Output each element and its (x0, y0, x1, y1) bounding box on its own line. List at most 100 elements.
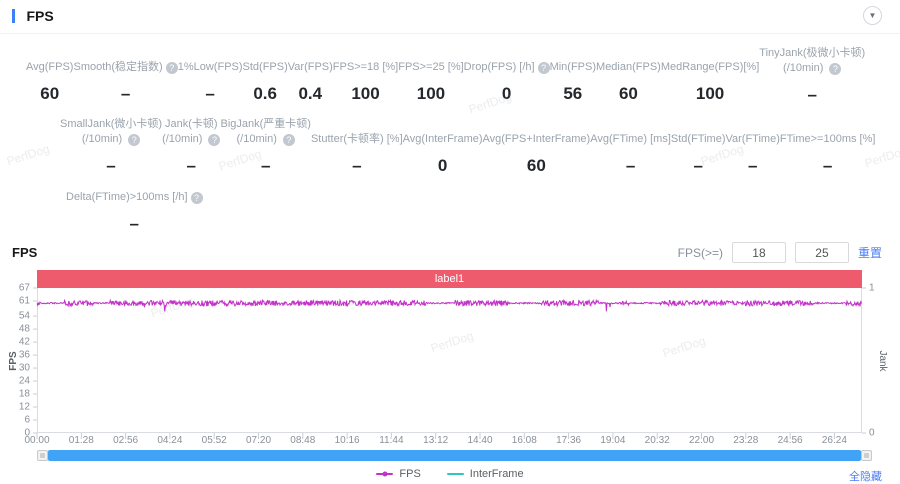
y-tick-label-right: 0 (869, 427, 875, 439)
help-icon[interactable]: ? (282, 134, 295, 147)
x-tick-label: 10:16 (334, 435, 360, 446)
x-tick-label: 04:24 (157, 435, 183, 446)
y-axis-title-jank: Jank (876, 349, 888, 372)
stat-item: Drop(FPS) [/h]? 0 (464, 46, 550, 104)
y-tick-label-right: 1 (869, 282, 875, 294)
stat-value: – (352, 156, 362, 175)
legend-marker (376, 471, 394, 477)
stat-item: BigJank(严重卡顿) (/10min) ? – (220, 114, 310, 176)
stat-label: Jank(卡顿) (/10min) ? (162, 117, 221, 147)
chart-header: FPS FPS(>=) 重置 (0, 234, 900, 267)
stat-item: Avg(FPS+InterFrame) 60 (483, 114, 591, 176)
stat-label: Smooth(稳定指数)? (73, 60, 178, 75)
legend-marker (446, 473, 464, 475)
stat-label: 1%Low(FPS) (177, 61, 243, 74)
help-icon[interactable]: ? (190, 192, 203, 205)
stat-item: Delta(FTime)>100ms [/h]? – (66, 184, 203, 234)
x-tick-label: 19:04 (600, 435, 626, 446)
y-tick-label: 30 (18, 362, 30, 374)
x-tick-label: 00:00 (24, 435, 50, 446)
stat-value: – (822, 156, 833, 175)
stat-value: 100 (695, 84, 725, 103)
scrollbar-right-handle[interactable] (861, 450, 872, 461)
stat-item: Stutter(卡顿率) [%] – (311, 114, 403, 176)
y-tick-label: 24 (18, 375, 30, 387)
y-tick-label: 54 (18, 310, 30, 322)
stat-label: FTime>=100ms [%] (779, 133, 876, 146)
stat-label: Delta(FTime)>100ms [/h]? (66, 190, 203, 205)
chart-label-banner: label1 (37, 270, 862, 288)
legend-item-fps[interactable]: FPS (376, 468, 421, 480)
x-axis-ticks: 00:00 01:28 02:56 04:24 05:52 07:20 08:48 10:16… (24, 435, 862, 448)
y-tick-label: 36 (18, 349, 30, 361)
y-tick-label: 61 (18, 295, 30, 307)
stat-value: – (205, 84, 215, 103)
stat-value: 0 (437, 156, 448, 175)
x-tick-label: 22:00 (688, 435, 715, 446)
stat-value: – (807, 84, 817, 104)
stat-value: 60 (618, 84, 638, 103)
time-range-scrollbar[interactable] (37, 450, 872, 461)
y-tick-label: 42 (18, 336, 30, 348)
stat-value: – (625, 156, 636, 175)
fps-filter-label: FPS(>=) (677, 245, 723, 260)
fps-chart[interactable]: FPS Jank 0 6 12 18 24 30 36 42 48 54 61 67 0 1 (8, 283, 888, 439)
stat-label: Min(FPS) (549, 61, 597, 74)
stat-value: 56 (563, 84, 583, 103)
y-tick-label: 18 (18, 388, 30, 400)
stat-label: Std(FTime) (670, 133, 726, 146)
stat-item: TinyJank(极微小卡顿) (/10min) ? – (759, 46, 865, 104)
scrollbar-track[interactable] (48, 450, 861, 461)
stat-item: SmallJank(微小卡顿) (/10min) ? – (60, 114, 162, 176)
y-tick-label: 6 (24, 414, 30, 426)
reset-link[interactable]: 重置 (857, 246, 882, 260)
stat-value: 100 (351, 84, 380, 103)
collapse-panel-button[interactable]: ▼ (863, 6, 882, 25)
x-tick-label: 11:44 (379, 435, 404, 446)
y-axis-title-fps: FPS (8, 350, 20, 371)
x-tick-label: 14:40 (467, 435, 493, 446)
stat-item: FPS>=18 [%] 100 (333, 46, 398, 104)
stat-value: 0.4 (298, 84, 323, 103)
fps-line-plot (33, 287, 866, 437)
stat-item: Var(FTime) – (725, 114, 779, 176)
y-tick-label: 0 (24, 427, 30, 439)
fps-threshold-input-1[interactable] (731, 242, 786, 263)
stat-value: 0.6 (253, 84, 277, 103)
stat-label: Stutter(卡顿率) [%] (310, 133, 403, 146)
chart-legend: FPS InterFrame (0, 468, 900, 480)
help-icon[interactable]: ? (128, 134, 141, 147)
stat-value: – (260, 156, 271, 175)
legend-item-interframe[interactable]: InterFrame (446, 468, 524, 480)
help-icon[interactable]: ? (208, 134, 221, 147)
help-icon[interactable]: ? (537, 62, 550, 75)
fps-threshold-controls: FPS(>=) 重置 (678, 242, 882, 263)
stat-value: – (186, 156, 197, 175)
stat-label: FPS>=18 [%] (332, 61, 399, 74)
stat-item: Std(FTime) – (671, 114, 726, 176)
x-tick-label: 01:28 (68, 435, 94, 446)
stat-value: 100 (416, 84, 446, 103)
stat-label: SmallJank(微小卡顿) (/10min) ? (60, 118, 163, 147)
fps-threshold-input-2[interactable] (794, 242, 849, 263)
x-tick-label: 20:32 (644, 435, 670, 446)
stat-value: 0 (501, 84, 512, 103)
stat-label: Avg(FPS+InterFrame) (482, 133, 591, 146)
y-tick-label: 12 (18, 401, 30, 413)
x-tick-label: 13:12 (423, 435, 449, 446)
help-icon[interactable]: ? (829, 62, 842, 75)
scrollbar-left-handle[interactable] (37, 450, 48, 461)
stat-label: Drop(FPS) [/h]? (464, 60, 550, 75)
help-icon[interactable]: ? (165, 62, 178, 75)
x-tick-label: 17:36 (556, 435, 582, 446)
stats-row-2: SmallJank(微小卡顿) (/10min) ? – Jank(卡顿) (/10mi… (26, 114, 876, 176)
hide-all-link[interactable]: 全隐藏 (849, 471, 882, 483)
stat-label: BigJank(严重卡顿) (/10min) ? (220, 118, 311, 147)
stat-label: MedRange(FPS)[%] (660, 61, 760, 74)
chart-section-title: FPS (12, 245, 38, 260)
panel-title: FPS (26, 8, 54, 24)
stat-label: Var(FPS) (287, 61, 333, 74)
x-tick-label: 07:20 (245, 435, 272, 446)
stat-label: FPS>=25 [%] (398, 61, 464, 74)
stat-item: Avg(FPS) 60 (26, 46, 73, 104)
